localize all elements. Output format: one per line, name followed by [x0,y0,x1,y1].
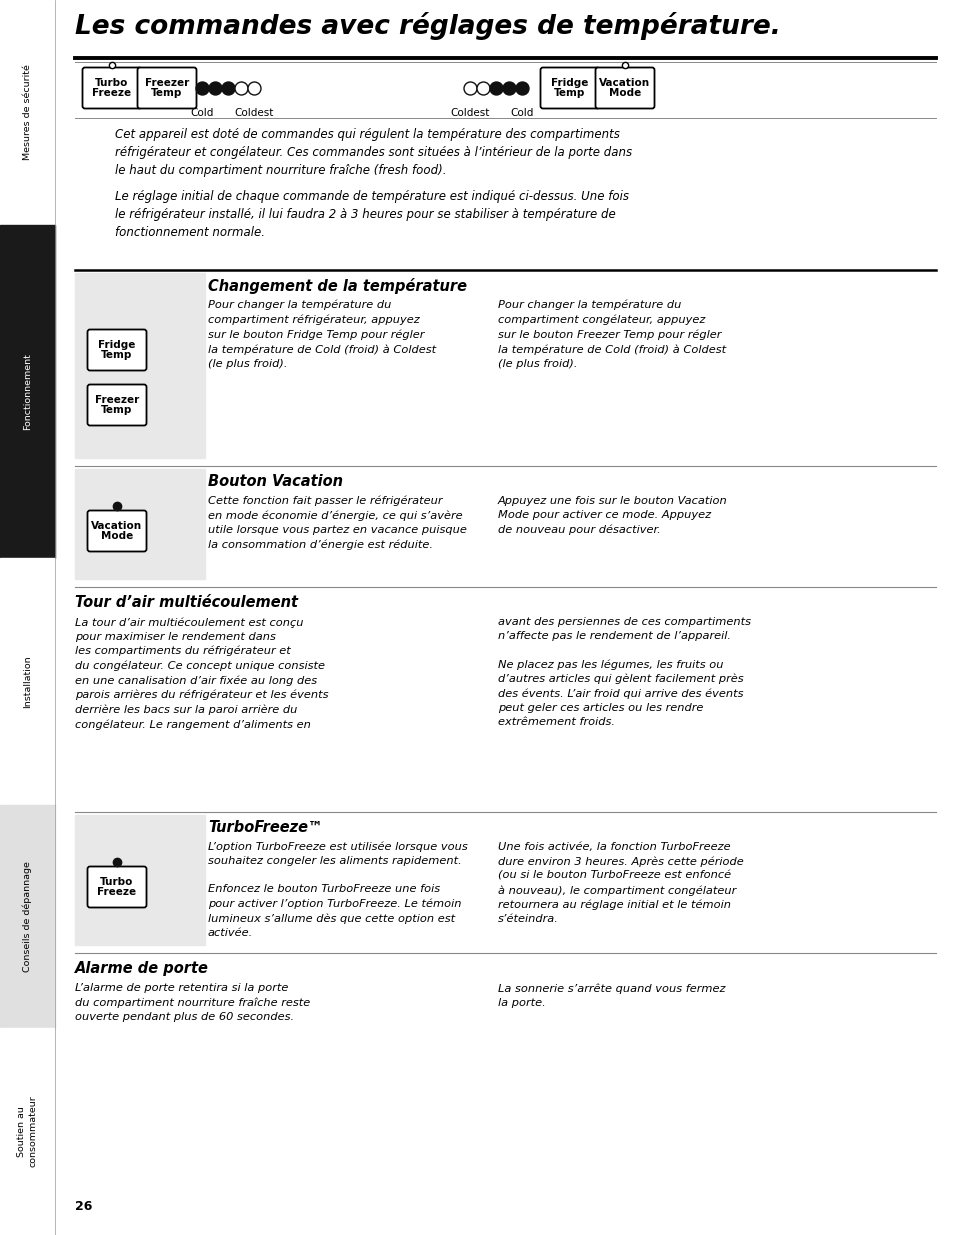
Text: Cet appareil est doté de commandes qui régulent la température des compartiments: Cet appareil est doté de commandes qui r… [115,128,632,177]
Text: Mesures de sécurité: Mesures de sécurité [23,64,32,161]
Text: Mode: Mode [608,88,640,98]
FancyBboxPatch shape [82,68,141,109]
Text: Installation: Installation [23,656,32,708]
Text: Appuyez une fois sur le bouton Vacation
Mode pour activer ce mode. Appuyez
de no: Appuyez une fois sur le bouton Vacation … [497,496,727,535]
Text: Freezer: Freezer [94,395,139,405]
FancyBboxPatch shape [88,384,147,426]
Bar [0,558,55,805]
Bar [0,225,55,558]
Text: Temp: Temp [554,88,585,98]
Text: Alarme de porte: Alarme de porte [75,961,209,976]
Text: Turbo: Turbo [95,78,129,88]
Text: Le réglage initial de chaque commande de température est indiqué ci-dessus. Une : Le réglage initial de chaque commande de… [115,190,628,240]
Text: Fonctionnement: Fonctionnement [23,353,32,430]
Bar [75,469,205,579]
FancyBboxPatch shape [137,68,196,109]
Text: Une fois activée, la fonction TurboFreeze
dure environ 3 heures. Après cette pér: Une fois activée, la fonction TurboFreez… [497,842,743,924]
Text: Bouton Vacation: Bouton Vacation [208,474,343,489]
Text: Changement de la température: Changement de la température [208,278,467,294]
Bar [75,273,205,458]
FancyBboxPatch shape [595,68,654,109]
Text: La tour d’air multiécoulement est conçu
pour maximiser le rendement dans
les com: La tour d’air multiécoulement est conçu … [75,618,328,730]
Text: Turbo: Turbo [100,877,133,887]
Text: Vacation: Vacation [91,521,142,531]
Text: Pour changer la température du
compartiment congélateur, appuyez
sur le bouton F: Pour changer la température du compartim… [497,300,725,369]
Bar [0,1028,55,1235]
Text: Coldest: Coldest [450,107,489,119]
Text: L’alarme de porte retentira si la porte
du compartiment nourriture fraîche reste: L’alarme de porte retentira si la porte … [75,983,310,1021]
Text: Temp: Temp [152,88,182,98]
Text: Pour changer la température du
compartiment réfrigérateur, appuyez
sur le bouton: Pour changer la température du compartim… [208,300,436,369]
FancyBboxPatch shape [88,330,147,370]
Text: L’option TurboFreeze est utilisée lorsque vous
souhaitez congeler les aliments r: L’option TurboFreeze est utilisée lorsqu… [208,842,467,939]
Text: Conseils de dépannage: Conseils de dépannage [23,861,32,972]
Text: Cold: Cold [510,107,533,119]
Text: Coldest: Coldest [234,107,274,119]
Text: Vacation: Vacation [598,78,650,88]
FancyBboxPatch shape [88,510,147,552]
Bar [0,0,55,225]
Text: Freeze: Freeze [97,887,136,897]
Text: Freeze: Freeze [92,88,132,98]
Text: Temp: Temp [101,350,132,359]
Text: Mode: Mode [101,531,133,541]
Text: TurboFreeze™: TurboFreeze™ [208,820,322,835]
FancyBboxPatch shape [88,867,147,908]
Text: Tour d’air multiécoulement: Tour d’air multiécoulement [75,595,297,610]
Text: Soutien au
consommateur: Soutien au consommateur [17,1095,37,1167]
Text: Les commandes avec réglages de température.: Les commandes avec réglages de températu… [75,12,780,40]
Text: 26: 26 [75,1200,92,1213]
Bar [0,805,55,1028]
Bar [75,815,205,945]
Text: Freezer: Freezer [145,78,189,88]
Text: Temp: Temp [101,405,132,415]
Text: Fridge: Fridge [98,340,135,350]
Bar [0,0,55,1235]
Text: Cette fonction fait passer le réfrigérateur
en mode économie d’énergie, ce qui s: Cette fonction fait passer le réfrigérat… [208,496,466,550]
Text: Cold: Cold [190,107,213,119]
Text: La sonnerie s’arrête quand vous fermez
la porte.: La sonnerie s’arrête quand vous fermez l… [497,983,724,1008]
Text: Fridge: Fridge [551,78,588,88]
Text: avant des persiennes de ces compartiments
n’affecte pas le rendement de l’appare: avant des persiennes de ces compartiment… [497,618,750,727]
FancyBboxPatch shape [540,68,598,109]
